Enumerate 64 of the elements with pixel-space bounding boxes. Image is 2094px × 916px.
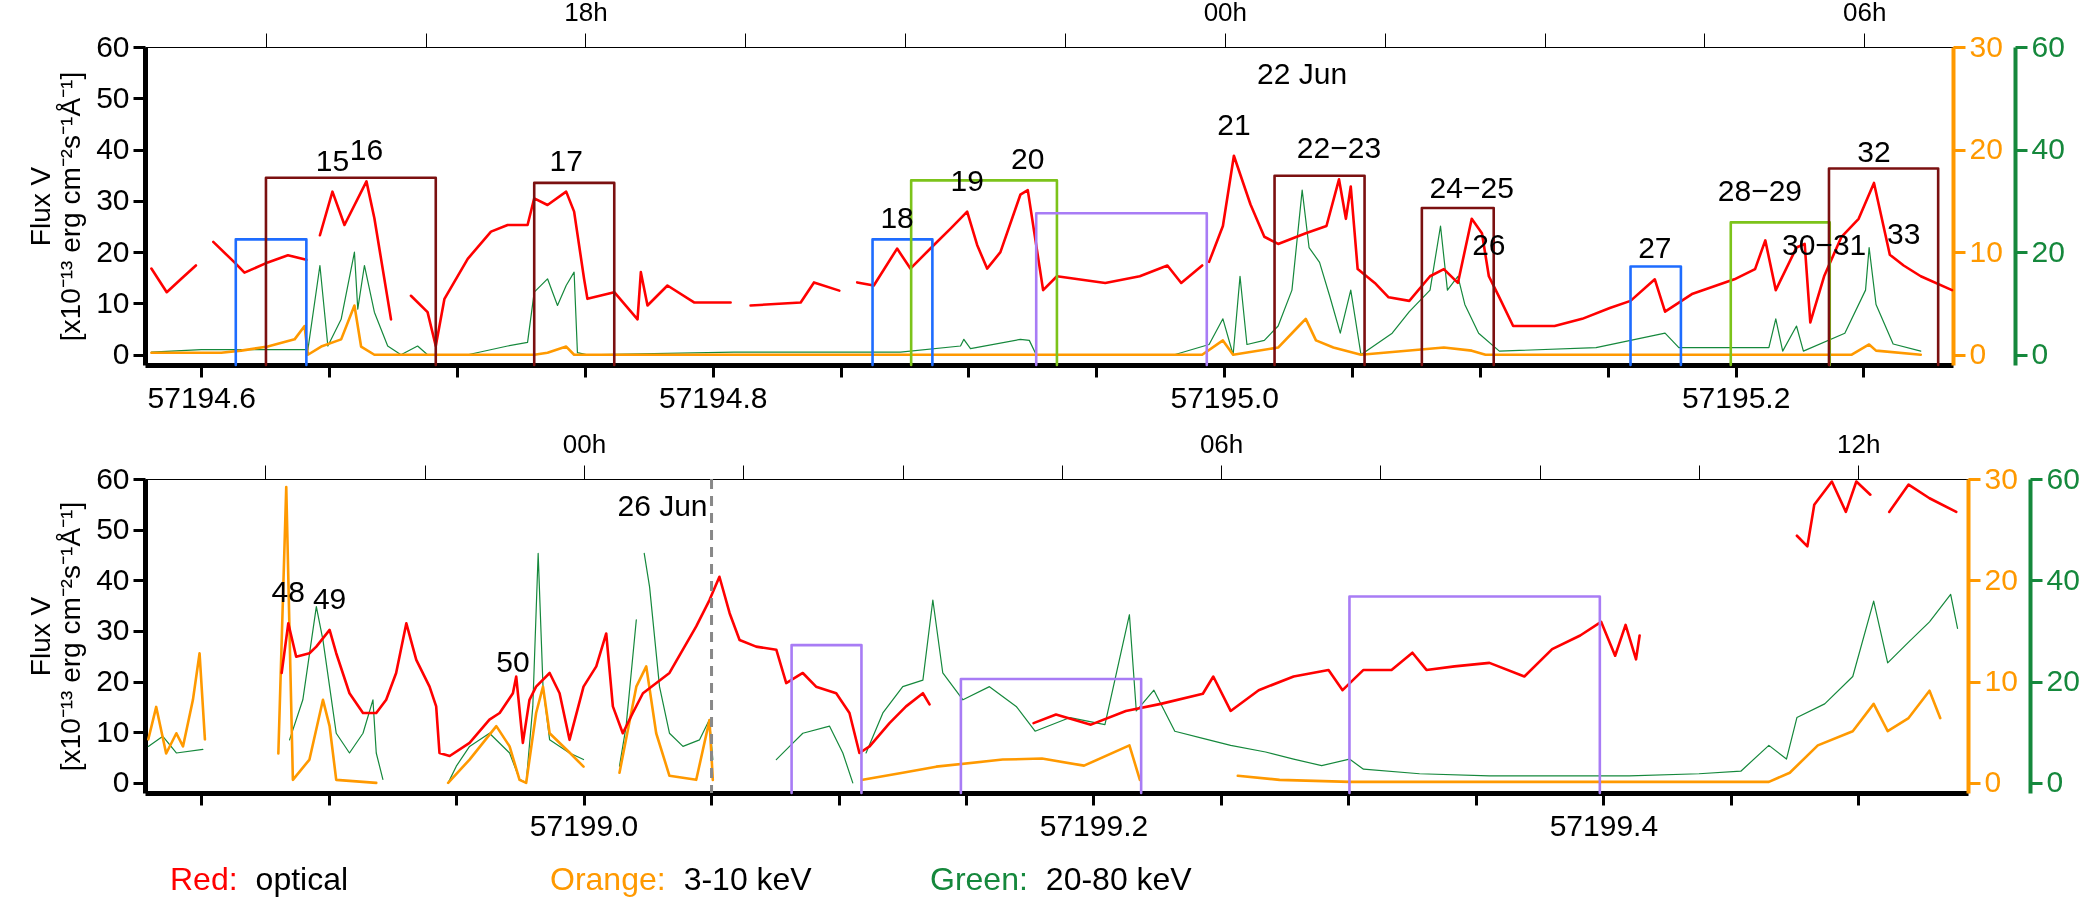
y-tick-label: 10 [96,285,130,319]
y3-tick-label: 0 [2031,337,2049,371]
y-tick-label: 60 [96,461,130,495]
annotation: 22−23 [1296,131,1382,165]
x2-tick-label: 00h [562,428,607,459]
annotation: 17 [549,143,583,177]
x2-tick-label: 12h [1837,428,1881,459]
annotation: 22 Jun [1257,57,1348,90]
annotation: 21 [1217,107,1251,141]
annotation: 20 [1011,142,1045,176]
text: Red: optical [170,861,349,897]
text: Orange: 3-10 keV [550,861,813,897]
annotation: 28−29 [1717,174,1803,208]
y-tick-label: 50 [96,512,130,546]
x-tick-label: 57195.0 [1170,380,1279,414]
x2-tick-label: 18h [564,0,608,27]
y-tick-label: 0 [112,765,130,799]
annotation: 15 [315,143,350,177]
x-tick-label: 57194.8 [658,380,768,414]
x-tick-label: 57199.2 [1039,808,1149,842]
y3-tick-label: 20 [2046,664,2080,698]
y3-tick-label: 40 [2031,132,2065,166]
x2-tick-label: 00h [1203,0,1248,27]
x-tick-label: 57199.0 [529,808,639,842]
y3-tick-label: 20 [2031,234,2065,268]
y3-tick-label: 0 [2046,765,2064,799]
y-tick-label: 20 [96,664,130,698]
x-tick-label: 57194.6 [147,380,256,414]
y-tick-label: 0 [112,337,130,371]
annotation: 50 [496,645,530,679]
y-tick-label: 50 [96,80,130,114]
y3-tick-label: 40 [2046,562,2080,596]
y3-tick-label: 60 [2031,29,2065,63]
y2-tick-label: 20 [1969,132,2003,166]
annotation: 49 [312,581,347,615]
y-axis-title: Flux V [x10⁻¹³ erg cm⁻²s⁻¹Å⁻¹] [25,71,87,342]
text: Green: 20-80 keV [930,861,1193,897]
y2-tick-label: 0 [1984,765,2002,799]
y-tick-label: 40 [96,132,130,166]
annotation: 16 [349,133,384,167]
ref-line-label: 26 Jun [617,489,708,522]
y2-tick-label: 10 [1984,664,2018,698]
line-series [150,304,1923,357]
y-tick-label: 40 [96,562,130,596]
x-tick-label: 57199.4 [1549,808,1659,842]
y2-tick-label: 20 [1984,562,2018,596]
y2-tick-label: 10 [1969,234,2003,268]
x-tick-label: 57195.2 [1681,380,1791,414]
y-tick-label: 30 [96,613,130,647]
y-tick-label: 10 [96,714,130,748]
annotation: 24−25 [1429,170,1514,204]
y3-tick-label: 60 [2046,461,2080,495]
x2-tick-label: 06h [1199,428,1244,459]
annotation: 32 [1857,134,1891,168]
x2-tick-label: 06h [1843,0,1887,27]
annotation: 33 [1886,217,1921,251]
y2-tick-label: 30 [1969,29,2003,63]
y-axis-title: Flux V [x10⁻¹³ erg cm⁻²s⁻¹Å⁻¹] [25,501,87,772]
y2-tick-label: 0 [1969,337,1987,371]
annotation: 27 [1638,231,1672,265]
y-tick-label: 30 [96,183,130,217]
y-tick-label: 20 [96,234,130,268]
y2-tick-label: 30 [1984,461,2018,495]
y-tick-label: 60 [96,29,130,63]
